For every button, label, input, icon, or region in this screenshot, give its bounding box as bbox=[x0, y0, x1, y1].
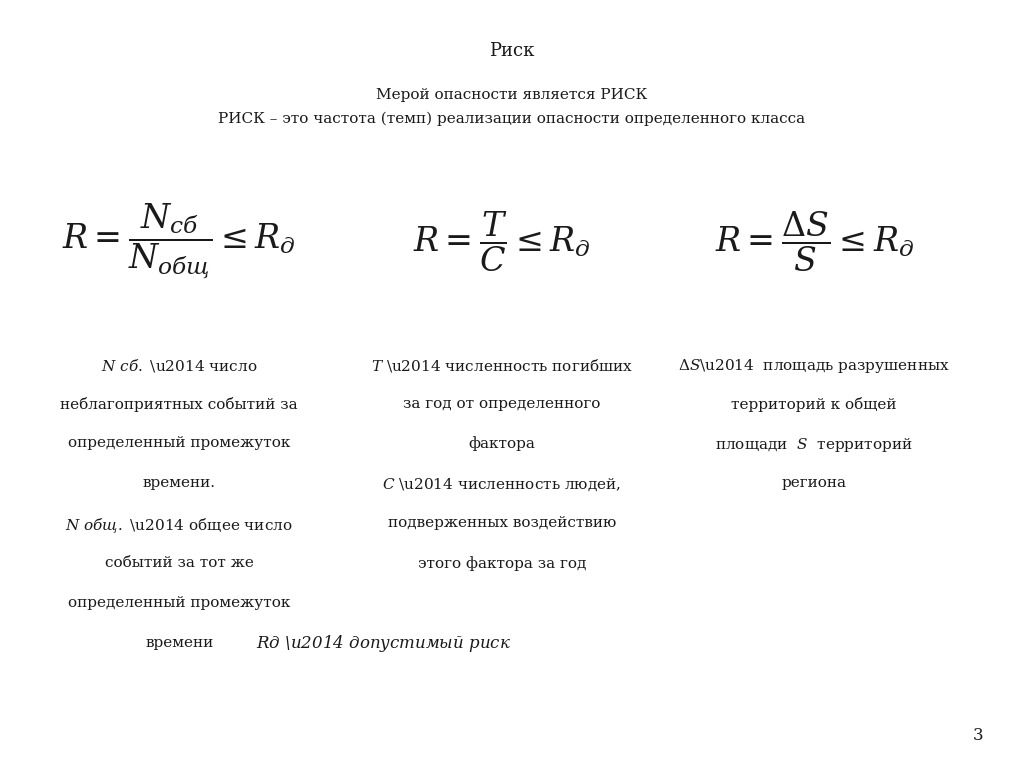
Text: $R\mathit{д}$ \u2014 допустимый риск: $R\mathit{д}$ \u2014 допустимый риск bbox=[256, 633, 512, 653]
Text: этого фактора за год: этого фактора за год bbox=[418, 556, 586, 571]
Text: $T$ \u2014 численность погибших: $T$ \u2014 численность погибших bbox=[371, 357, 633, 374]
Text: времени: времени bbox=[145, 636, 213, 650]
Text: неблагоприятных событий за: неблагоприятных событий за bbox=[60, 397, 298, 412]
Text: за год от определенного: за год от определенного bbox=[403, 397, 600, 410]
Text: $R = \dfrac{N_{\mathit{сб}}}{N_{\mathit{общ}}} \leq R_{\mathit{д}}$: $R = \dfrac{N_{\mathit{сб}}}{N_{\mathit{… bbox=[62, 202, 296, 281]
Text: площади  $S$  территорий: площади $S$ территорий bbox=[715, 436, 913, 454]
Text: РИСК – это частота (темп) реализации опасности определенного класса: РИСК – это частота (темп) реализации опа… bbox=[218, 111, 806, 126]
Text: территорий к общей: территорий к общей bbox=[731, 397, 897, 412]
Text: 3: 3 bbox=[973, 727, 983, 744]
Text: времени.: времени. bbox=[142, 476, 216, 490]
Text: фактора: фактора bbox=[468, 436, 536, 451]
Text: $C$ \u2014 численность людей,: $C$ \u2014 численность людей, bbox=[382, 476, 622, 492]
Text: подверженных воздействию: подверженных воздействию bbox=[388, 516, 615, 530]
Text: региона: региона bbox=[781, 476, 847, 490]
Text: определенный промежуток: определенный промежуток bbox=[68, 596, 291, 610]
Text: определенный промежуток: определенный промежуток bbox=[68, 436, 291, 450]
Text: $N$ $общ.$ \u2014 общее число: $N$ $общ.$ \u2014 общее число bbox=[66, 516, 293, 535]
Text: $\Delta S$\u2014  площадь разрушенных: $\Delta S$\u2014 площадь разрушенных bbox=[678, 357, 950, 374]
Text: Риск: Риск bbox=[489, 42, 535, 60]
Text: $N$ $сб.$ \u2014 число: $N$ $сб.$ \u2014 число bbox=[101, 357, 257, 374]
Text: событий за тот же: событий за тот же bbox=[104, 556, 254, 570]
Text: $R = \dfrac{\Delta S}{S} \leq R_{\mathit{д}}$: $R = \dfrac{\Delta S}{S} \leq R_{\mathit… bbox=[715, 209, 913, 274]
Text: $R = \dfrac{T}{C} \leq R_{\mathit{д}}$: $R = \dfrac{T}{C} \leq R_{\mathit{д}}$ bbox=[413, 209, 591, 274]
Text: Мерой опасности является РИСК: Мерой опасности является РИСК bbox=[377, 88, 647, 102]
